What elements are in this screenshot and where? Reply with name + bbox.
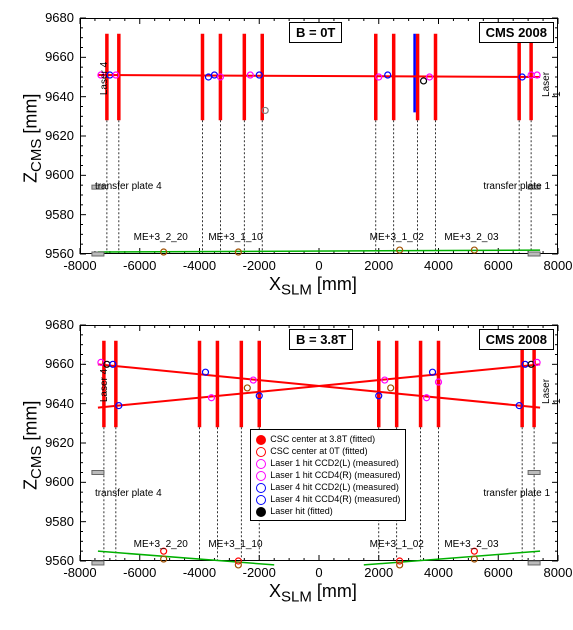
ytick-label: 9680 [45,317,74,332]
laser4-label: Laser 4 [99,62,110,95]
transfer-plate-1-label: transfer plate 1 [483,488,550,499]
me-label: ME+3_1_02 [370,232,424,243]
laser1-label: Laser 1 [541,71,563,97]
ytick-label: 9620 [45,128,74,143]
ytick-label: 9580 [45,514,74,529]
cms-badge: CMS 2008 [479,22,554,43]
transfer-plate-4-label: transfer plate 4 [95,488,162,499]
xtick-label: -6000 [120,565,160,580]
y-axis-label: ZCMS [mm] [20,94,45,183]
ytick-label: 9680 [45,10,74,25]
ytick-label: 9660 [45,356,74,371]
legend-item-text: CSC center at 0T (fitted) [270,446,367,456]
plot-frame [80,18,558,254]
me-label: ME+3_2_03 [444,539,498,550]
legend-item-text: Laser 1 hit CCD2(L) (measured) [270,458,399,468]
xtick-label: 4000 [419,565,459,580]
xtick-label: 6000 [478,565,518,580]
ytick-label: 9600 [45,167,74,182]
legend-item-text: Laser 4 hit CCD2(L) (measured) [270,482,399,492]
chart-b0t: -8000-6000-4000-200002000400060008000956… [8,8,565,303]
me-label: ME+3_1_10 [208,539,262,550]
laser1-label: Laser 1 [541,378,563,404]
xtick-label: 8000 [538,258,573,273]
xtick-label: -6000 [120,258,160,273]
ytick-label: 9560 [45,246,74,261]
me-label: ME+3_2_03 [444,232,498,243]
ytick-label: 9620 [45,435,74,450]
me-label: ME+3_2_20 [134,232,188,243]
xtick-label: 2000 [359,565,399,580]
legend-item-text: Laser hit (fitted) [270,506,333,516]
xtick-label: 0 [299,258,339,273]
xtick-label: 4000 [419,258,459,273]
ytick-label: 9580 [45,207,74,222]
x-axis-label: XSLM [mm] [269,581,357,606]
xtick-label: 6000 [478,258,518,273]
chart-b38t: -8000-6000-4000-200002000400060008000956… [8,315,565,610]
xtick-label: -4000 [180,565,220,580]
legend-item-text: Laser 4 hit CCD4(R) (measured) [270,494,400,504]
legend-item-text: Laser 1 hit CCD4(R) (measured) [270,470,400,480]
b-field-badge: B = 3.8T [289,329,353,350]
y-axis-label: ZCMS [mm] [20,401,45,490]
b-field-badge: B = 0T [289,22,342,43]
x-axis-label: XSLM [mm] [269,274,357,299]
ytick-label: 9640 [45,396,74,411]
me-label: ME+3_1_02 [370,539,424,550]
xtick-label: 0 [299,565,339,580]
laser4-label: Laser 4 [99,369,110,402]
me-label: ME+3_2_20 [134,539,188,550]
legend: CSC center at 3.8T (fitted) CSC center at… [250,429,406,521]
xtick-label: -2000 [239,258,279,273]
xtick-label: 8000 [538,565,573,580]
xtick-label: -2000 [239,565,279,580]
cms-badge: CMS 2008 [479,329,554,350]
transfer-plate-4-label: transfer plate 4 [95,181,162,192]
ytick-label: 9640 [45,89,74,104]
xtick-label: 2000 [359,258,399,273]
ytick-label: 9600 [45,474,74,489]
transfer-plate-1-label: transfer plate 1 [483,181,550,192]
xtick-label: -4000 [180,258,220,273]
ytick-label: 9660 [45,49,74,64]
me-label: ME+3_1_10 [208,232,262,243]
ytick-label: 9560 [45,553,74,568]
legend-item-text: CSC center at 3.8T (fitted) [270,434,375,444]
